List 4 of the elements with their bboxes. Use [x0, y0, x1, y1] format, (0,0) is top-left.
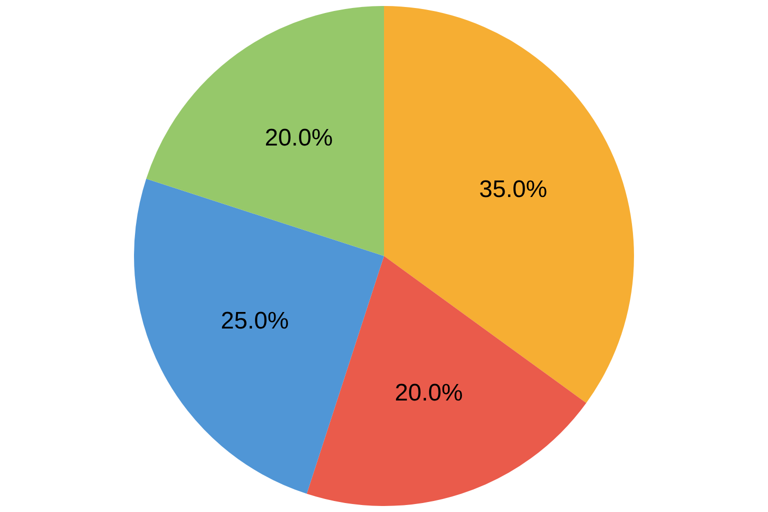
data-label: 20.0%	[394, 380, 463, 407]
data-label: 25.0%	[220, 307, 289, 334]
data-label: 20.0%	[264, 124, 333, 152]
data-label: 35.0%	[479, 176, 548, 203]
